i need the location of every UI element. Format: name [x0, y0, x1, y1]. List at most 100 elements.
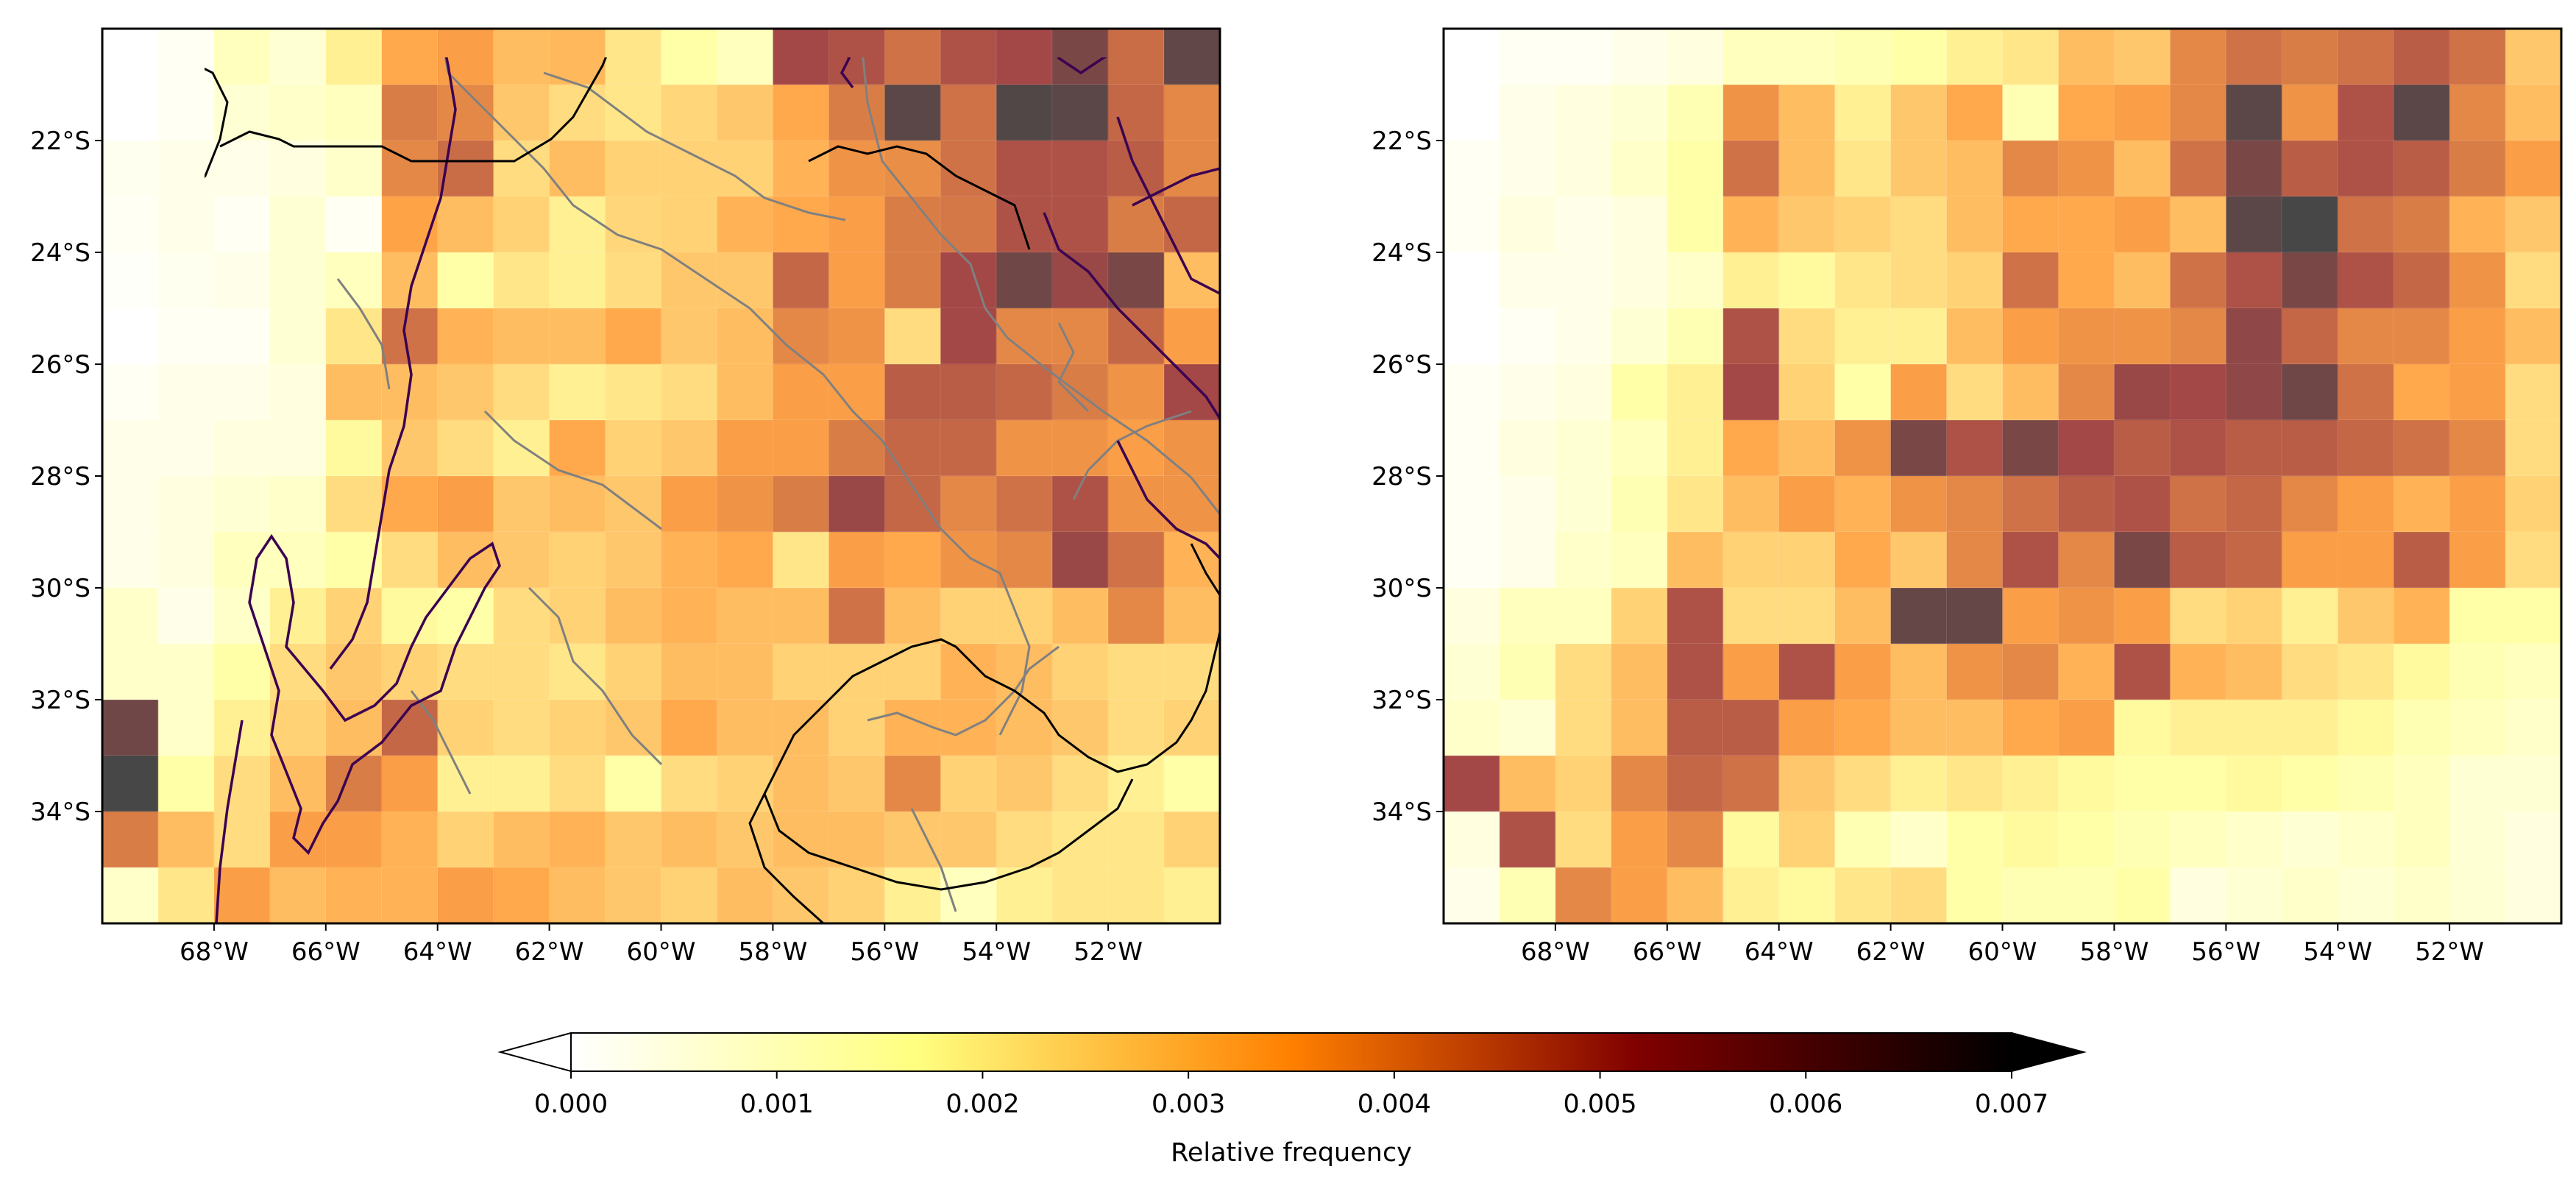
heatmap-cell	[2170, 867, 2226, 923]
heatmap-cell	[1108, 644, 1165, 700]
heatmap-cell	[493, 700, 550, 756]
heatmap-cell	[773, 364, 829, 421]
heatmap-cell	[2226, 532, 2282, 589]
heatmap-cell	[2282, 420, 2338, 477]
heatmap-cell	[269, 867, 327, 923]
heatmap-cell	[1778, 141, 1836, 197]
heatmap-cell	[1108, 308, 1165, 365]
heatmap-cell	[605, 867, 662, 923]
heatmap-cell	[940, 85, 997, 141]
heatmap-cell	[1108, 812, 1165, 868]
heatmap-cell	[102, 308, 159, 365]
heatmap-cell	[1778, 532, 1836, 589]
heatmap-cell	[1444, 700, 1500, 756]
heatmap-cell	[1722, 756, 1780, 812]
heatmap-cell	[1946, 252, 2004, 309]
heatmap-cell	[828, 29, 885, 85]
heatmap-cell	[1778, 85, 1836, 141]
heatmap-cell	[2338, 29, 2394, 85]
heatmap-cell	[1778, 476, 1836, 533]
heatmap-cell	[2114, 308, 2171, 365]
heatmap-cell	[661, 196, 718, 253]
heatmap-cell	[1164, 700, 1220, 756]
heatmap-cell	[269, 588, 327, 645]
colorbar-tick-label: 0.003	[1152, 1090, 1225, 1119]
heatmap-cell	[213, 700, 271, 756]
heatmap-cell	[605, 196, 662, 253]
x-tick-label: 54°W	[962, 937, 1031, 967]
heatmap-cell	[2002, 588, 2059, 645]
heatmap-cell	[2170, 141, 2226, 197]
heatmap-cell	[1611, 420, 1668, 477]
heatmap-cell	[884, 756, 941, 812]
heatmap-cell	[269, 29, 327, 85]
heatmap-cell	[884, 364, 941, 421]
heatmap-cell	[2338, 85, 2394, 141]
heatmap-cell	[2282, 85, 2338, 141]
heatmap-cell	[1108, 867, 1165, 923]
heatmap-cell	[1834, 756, 1892, 812]
heatmap-cell	[1499, 644, 1556, 700]
heatmap-cell	[1834, 700, 1892, 756]
heatmap-cell	[1444, 29, 1500, 85]
heatmap-cell	[996, 756, 1053, 812]
heatmap-cell	[940, 196, 997, 253]
heatmap-cell	[1778, 29, 1836, 85]
heatmap-cell	[2338, 700, 2394, 756]
heatmap-cell	[1052, 644, 1109, 700]
heatmap-cell	[1611, 364, 1668, 421]
heatmap-cell	[1555, 85, 1612, 141]
heatmap-cell	[437, 196, 494, 253]
heatmap-cell	[2002, 476, 2059, 533]
heatmap-cell	[773, 476, 829, 533]
heatmap-cell	[2058, 141, 2115, 197]
heatmap-cell	[1499, 588, 1556, 645]
heatmap-cell	[1890, 364, 1948, 421]
heatmap-cell	[102, 588, 159, 645]
heatmap-cell	[1722, 29, 1780, 85]
heatmap-cell	[1444, 644, 1500, 700]
heatmap-cell	[2449, 700, 2506, 756]
heatmap-cell	[940, 364, 997, 421]
heatmap-cell	[325, 812, 383, 868]
heatmap-cell	[1499, 476, 1556, 533]
heatmap-cell	[2338, 476, 2394, 533]
heatmap-cell	[2170, 532, 2226, 589]
heatmap-cell	[2338, 756, 2394, 812]
heatmap-cell	[1555, 252, 1612, 309]
heatmap-cell	[1946, 29, 2004, 85]
colorbar-frame	[570, 1032, 2012, 1072]
heatmap-cell	[269, 364, 327, 421]
heatmap-cell	[1946, 85, 2004, 141]
heatmap-cell	[1444, 85, 1500, 141]
heatmap-cell	[2226, 85, 2282, 141]
heatmap-cell	[1499, 141, 1556, 197]
heatmap-cell	[605, 420, 662, 477]
heatmap-cell	[493, 29, 550, 85]
heatmap-cell	[2449, 141, 2506, 197]
heatmap-cell	[381, 85, 439, 141]
colorbar-tick-label: 0.007	[1975, 1090, 2048, 1119]
heatmap-cell	[2226, 141, 2282, 197]
heatmap-cell	[2505, 756, 2561, 812]
heatmap-cell	[2282, 29, 2338, 85]
heatmap-cell	[1052, 29, 1109, 85]
heatmap-cell	[269, 476, 327, 533]
heatmap-cell	[1890, 141, 1948, 197]
heatmap-cell	[1611, 141, 1668, 197]
heatmap-cell	[1164, 812, 1220, 868]
heatmap-cell	[2002, 141, 2059, 197]
heatmap-cell	[325, 29, 383, 85]
heatmap-cell	[1499, 420, 1556, 477]
heatmap-cell	[884, 29, 941, 85]
heatmap-cell	[549, 252, 606, 309]
heatmap-cell	[2170, 700, 2226, 756]
heatmap-cell	[493, 252, 550, 309]
heatmap-cell	[493, 588, 550, 645]
y-tick-label: 22°S	[1372, 127, 1432, 156]
heatmap-cell	[1555, 700, 1612, 756]
heatmap-cell	[213, 867, 271, 923]
heatmap-cell	[717, 867, 773, 923]
heatmap-cell	[1052, 700, 1109, 756]
heatmap-cell	[1611, 588, 1668, 645]
